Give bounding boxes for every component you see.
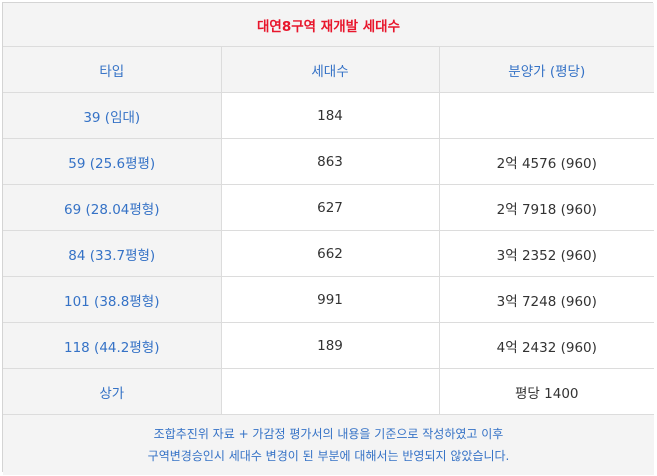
price-cell: 3억 2352 (960) <box>438 230 655 277</box>
price-cell: 2억 7918 (960) <box>438 184 655 231</box>
note-line-2: 구역변경승인시 세대수 변경이 된 부분에 대해서는 반영되지 않았습니다. <box>147 449 510 463</box>
table-row: 84 (33.7평형) 662 3억 2352 (960) <box>3 230 655 277</box>
price-cell: 2억 4576 (960) <box>438 138 655 185</box>
table-row: 69 (28.04평형) 627 2억 7918 (960) <box>3 184 655 231</box>
title-row: 대연8구역 재개발 세대수 <box>3 3 655 47</box>
header-row: 타입 세대수 분양가 (평당) <box>3 46 655 93</box>
households-cell <box>220 368 440 415</box>
households-cell: 662 <box>220 230 440 277</box>
type-cell: 101 (38.8평형) <box>3 276 222 323</box>
households-cell: 991 <box>220 276 440 323</box>
type-cell: 39 (임대) <box>3 92 222 139</box>
header-households: 세대수 <box>220 46 440 93</box>
household-table: 대연8구역 재개발 세대수 타입 세대수 분양가 (평당) 39 (임대) 18… <box>3 3 655 475</box>
households-cell: 184 <box>220 92 440 139</box>
households-cell: 863 <box>220 138 440 185</box>
header-price: 분양가 (평당) <box>438 46 655 93</box>
price-cell: 3억 7248 (960) <box>438 276 655 323</box>
households-cell: 189 <box>220 322 440 369</box>
price-cell: 4억 2432 (960) <box>438 322 655 369</box>
table-row: 39 (임대) 184 <box>3 92 655 139</box>
price-cell <box>438 92 655 139</box>
table-row: 118 (44.2평형) 189 4억 2432 (960) <box>3 322 655 369</box>
table-note: 조합추진위 자료 + 가감정 평가서의 내용을 기준으로 작성하였고 이후 구역… <box>3 414 655 475</box>
type-cell: 69 (28.04평형) <box>3 184 222 231</box>
header-type: 타입 <box>3 46 222 93</box>
table-title: 대연8구역 재개발 세대수 <box>3 3 655 47</box>
type-cell: 59 (25.6평평) <box>3 138 222 185</box>
type-cell: 118 (44.2평형) <box>3 322 222 369</box>
type-cell: 84 (33.7평형) <box>3 230 222 277</box>
table-row: 59 (25.6평평) 863 2억 4576 (960) <box>3 138 655 185</box>
price-cell: 평당 1400 <box>438 368 655 415</box>
table-row: 상가 평당 1400 <box>3 368 655 415</box>
table-row: 101 (38.8평형) 991 3억 7248 (960) <box>3 276 655 323</box>
note-row: 조합추진위 자료 + 가감정 평가서의 내용을 기준으로 작성하였고 이후 구역… <box>3 414 655 475</box>
type-cell: 상가 <box>3 368 222 415</box>
households-cell: 627 <box>220 184 440 231</box>
note-line-1: 조합추진위 자료 + 가감정 평가서의 내용을 기준으로 작성하였고 이후 <box>153 427 504 441</box>
